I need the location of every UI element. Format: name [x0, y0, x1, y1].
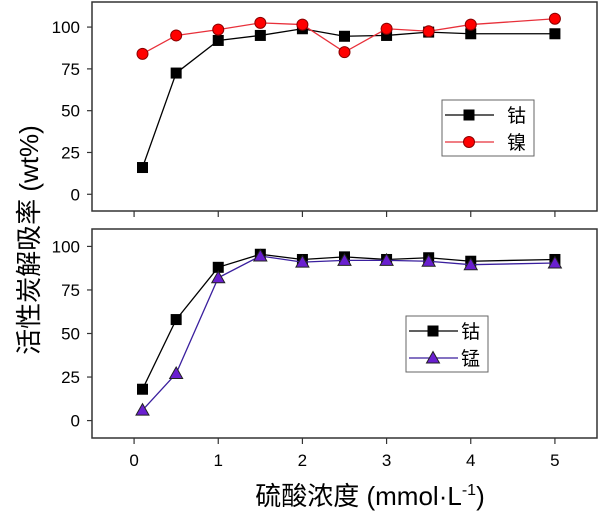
y-tick-label: 100 — [52, 18, 80, 37]
data-point — [337, 252, 352, 266]
data-point — [170, 67, 182, 79]
y-tick-label: 25 — [61, 143, 80, 162]
y-tick-label: 0 — [71, 412, 80, 431]
data-point — [463, 257, 479, 271]
legend-marker — [425, 350, 441, 364]
data-point — [254, 29, 266, 41]
legend-marker — [463, 109, 475, 121]
x-axis-label-end: ) — [476, 481, 485, 511]
data-point — [168, 366, 184, 380]
x-tick-label: 1 — [214, 451, 223, 470]
legend-label: 镍 — [507, 132, 526, 154]
series-line-1 — [141, 28, 555, 168]
data-point — [136, 47, 149, 60]
data-point — [212, 34, 224, 46]
data-point — [422, 25, 435, 38]
data-point — [339, 30, 350, 42]
data-point — [421, 253, 437, 267]
x-tick-label: 4 — [466, 451, 475, 470]
legend: 钴锰 — [405, 315, 489, 373]
series-line-2 — [142, 18, 555, 55]
data-point — [549, 28, 561, 40]
legend-marker — [463, 136, 475, 148]
data-point — [212, 23, 225, 36]
legend-marker — [427, 325, 439, 337]
legend-box — [405, 315, 489, 373]
legend-label: 锰 — [461, 348, 480, 370]
data-point — [170, 29, 183, 42]
data-point — [296, 18, 309, 31]
data-point — [379, 252, 394, 266]
legend-label: 钴 — [507, 105, 526, 127]
y-axis-label: 活性炭解吸率 (wt%) — [14, 125, 44, 355]
data-point — [254, 16, 267, 29]
y-tick-label: 100 — [52, 237, 80, 256]
y-tick-label: 75 — [61, 60, 80, 79]
y-tick-label: 0 — [71, 185, 80, 204]
data-point — [295, 254, 310, 268]
series-line-2 — [142, 255, 555, 411]
y-tick-label: 25 — [61, 368, 80, 387]
y-tick-label: 50 — [61, 325, 80, 344]
data-point — [380, 22, 393, 35]
plot-frame — [91, 1, 598, 212]
series-line-1 — [141, 253, 555, 390]
x-tick-label: 5 — [550, 451, 559, 470]
data-point — [547, 255, 563, 269]
data-point — [464, 18, 477, 31]
data-point — [137, 162, 148, 174]
data-point — [135, 402, 150, 416]
x-tick-label: 3 — [382, 451, 391, 470]
y-tick-label: 75 — [61, 281, 80, 300]
legend-label: 钴 — [461, 321, 480, 343]
x-tick-label: 0 — [129, 451, 138, 470]
legend: 钴镍 — [441, 99, 535, 157]
panel-1: 0 25 50 75 100 钴镍 — [52, 1, 598, 217]
data-point — [210, 270, 226, 284]
x-axis-label-main: 硫酸浓度 (mmol·L — [255, 481, 462, 511]
data-point — [338, 46, 351, 59]
y-tick-label: 50 — [61, 102, 80, 121]
x-axis-label-sup: -1 — [462, 482, 476, 499]
x-tick-label: 2 — [298, 451, 307, 470]
data-point — [170, 314, 182, 326]
data-point — [252, 248, 268, 262]
data-point — [548, 12, 561, 25]
data-point — [137, 383, 148, 395]
panel-2: 0 25 50 75 100 0 1 2 3 4 5 钴锰 — [52, 228, 598, 470]
legend-box — [441, 99, 535, 157]
x-axis-label: 硫酸浓度 (mmol·L-1) — [255, 481, 484, 511]
